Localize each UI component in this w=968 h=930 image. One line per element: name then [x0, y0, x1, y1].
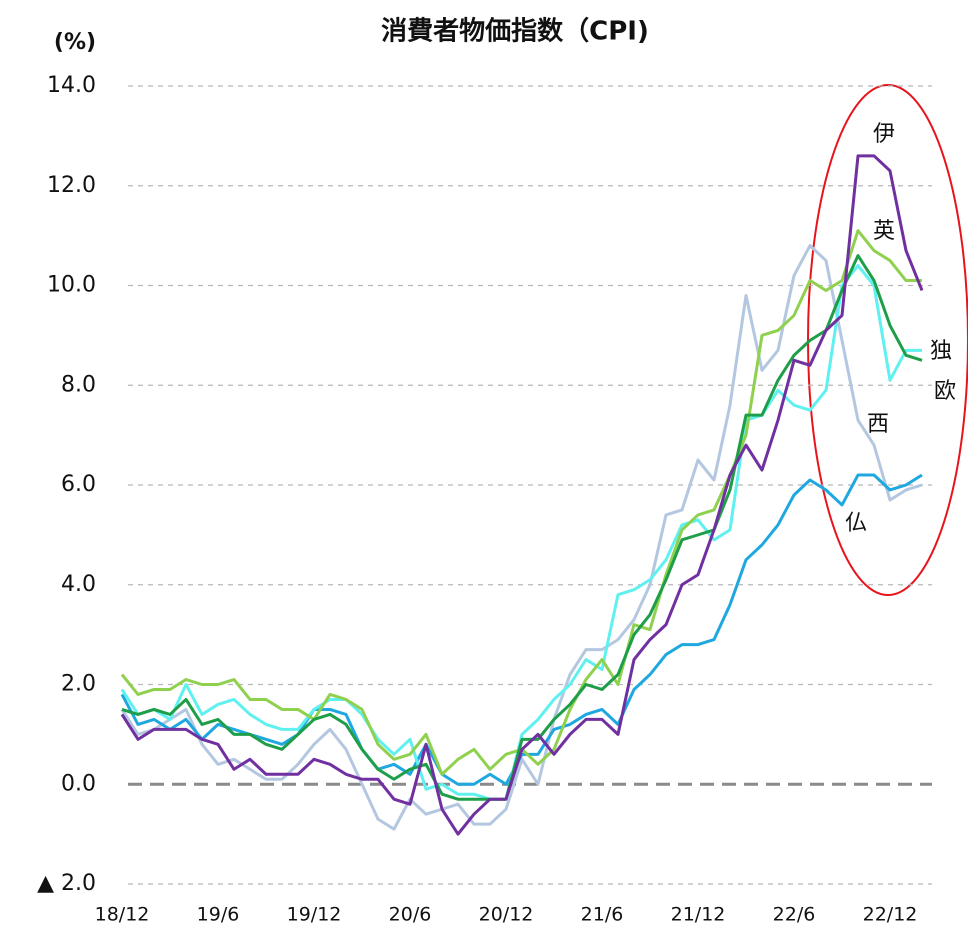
x-tick-label: 20/12 [479, 904, 534, 926]
y-tick-label: 6.0 [61, 472, 96, 497]
series-line [121, 254, 923, 801]
series-label: 独 [930, 339, 952, 364]
series-label: 英 [873, 219, 895, 244]
x-tick-label: 19/12 [287, 904, 342, 926]
series-label: 仏 [845, 511, 867, 536]
series-label: 伊 [873, 122, 895, 147]
y-tick-label: 14.0 [47, 73, 96, 98]
y-tick-label: 4.0 [61, 572, 96, 597]
chart-title: 消費者物価指数（CPI) [381, 17, 649, 47]
x-tick-label: 21/6 [581, 904, 624, 926]
x-tick-label: 20/6 [389, 904, 432, 926]
y-tick-label: 8.0 [61, 372, 96, 397]
series-label: 欧 [934, 379, 956, 404]
y-tick-label: 0.0 [61, 771, 96, 796]
series-line [120, 154, 924, 836]
x-tick-label: 22/12 [863, 904, 918, 926]
y-tick-label: 10.0 [47, 273, 96, 298]
series-label: 西 [867, 412, 889, 437]
x-tick-label: 19/6 [197, 904, 240, 926]
y-axis-label: (%) [54, 30, 96, 55]
highlight-ellipse [807, 84, 968, 596]
y-tick-label: 2.0 [61, 672, 96, 697]
series-line [120, 229, 922, 776]
y-tick-label: ▲ 2.0 [37, 871, 96, 896]
x-tick-label: 21/12 [671, 904, 726, 926]
series-line [120, 244, 923, 831]
x-tick-label: 22/6 [773, 904, 816, 926]
y-tick-label: 12.0 [47, 173, 96, 198]
x-tick-label: 18/12 [95, 904, 150, 926]
series-line [120, 264, 922, 801]
